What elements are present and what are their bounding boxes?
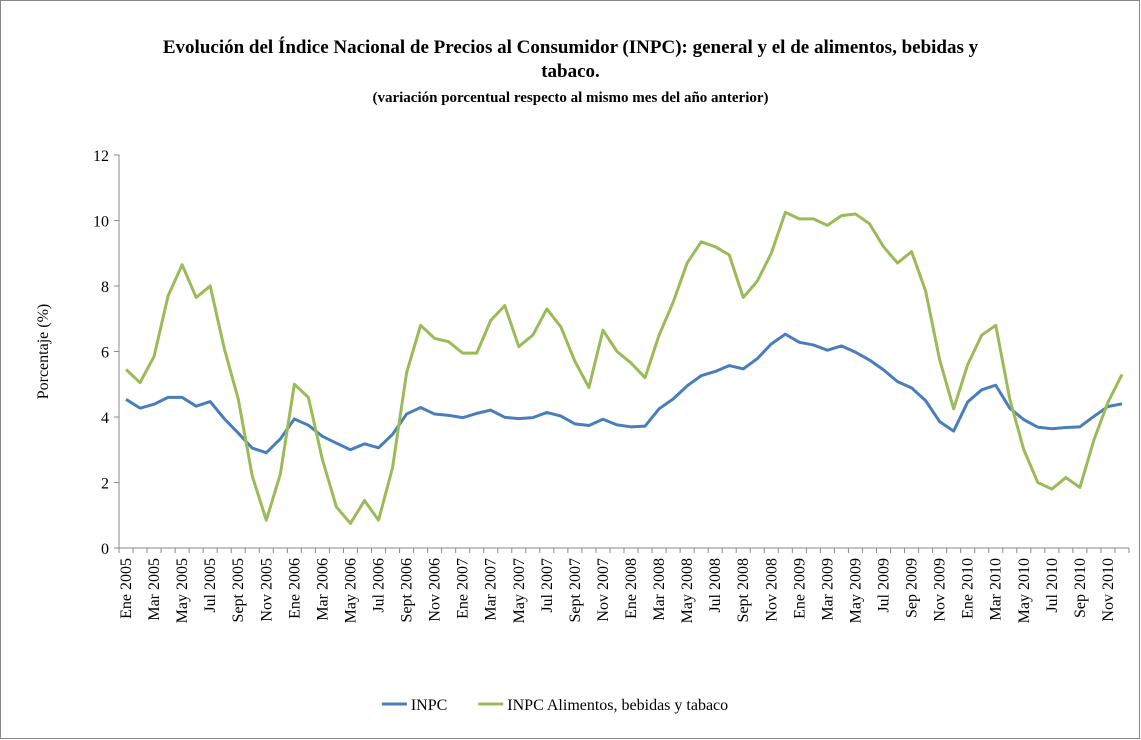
- x-tick-label: Sep 2009: [904, 558, 921, 618]
- y-tick-label: 12: [93, 148, 109, 165]
- y-tick-label: 0: [101, 541, 109, 558]
- y-tick-label: 8: [101, 279, 109, 296]
- x-tick-label: May 2008: [679, 558, 696, 623]
- x-tick-label: Ene 2005: [118, 558, 135, 619]
- series-line: [125, 332, 1123, 455]
- y-axis-label: Porcentaje (%): [35, 304, 52, 400]
- x-tick-label: Ene 2006: [286, 558, 303, 619]
- legend-label: INPC: [411, 697, 447, 714]
- chart-subtitle: (variación porcentual respecto al mismo …: [372, 90, 769, 106]
- y-tick-label: 6: [101, 345, 109, 362]
- x-tick-label: Jul 2009: [876, 558, 893, 613]
- x-tick-label: Nov 2008: [763, 558, 780, 622]
- x-tick-label: Jul 2007: [539, 558, 556, 613]
- x-tick-label: Jul 2006: [371, 558, 388, 613]
- x-tick-label: Nov 2010: [1100, 558, 1117, 622]
- x-tick-label: Jul 2010: [1044, 558, 1061, 613]
- series-line: [124, 210, 1124, 525]
- x-tick-label: May 2010: [1016, 558, 1033, 623]
- x-tick-label: Ene 2008: [623, 558, 640, 619]
- x-tick-label: Nov 2006: [427, 558, 444, 622]
- x-tick-label: Mar 2005: [146, 558, 163, 621]
- x-tick-label: Ene 2010: [960, 558, 977, 619]
- y-tick-label: 2: [101, 476, 109, 493]
- x-tick-label: May 2009: [847, 558, 864, 623]
- x-tick-label: Sept 2005: [230, 558, 247, 622]
- y-tick-label: 4: [101, 410, 109, 427]
- legend-label: INPC Alimentos, bebidas y tabaco: [507, 697, 728, 714]
- x-tick-label: Mar 2009: [819, 558, 836, 621]
- x-tick-label: Nov 2005: [258, 558, 275, 622]
- x-tick-label: Mar 2006: [314, 558, 331, 621]
- x-tick-label: May 2006: [342, 558, 359, 623]
- x-tick-label: May 2005: [174, 558, 191, 623]
- x-tick-label: Ene 2007: [455, 558, 472, 619]
- x-tick-label: Nov 2007: [595, 558, 612, 622]
- x-tick-label: Ene 2009: [791, 558, 808, 619]
- chart-title: Evolución del Índice Nacional de Precios…: [162, 37, 979, 82]
- x-tick-label: Sept 2007: [567, 558, 584, 622]
- x-tick-label: Sep 2010: [1072, 558, 1089, 618]
- x-tick-label: Mar 2010: [988, 558, 1005, 621]
- x-tick-label: Sept 2006: [399, 558, 416, 622]
- x-tick-label: Sept 2008: [735, 558, 752, 622]
- x-tick-label: May 2007: [511, 558, 528, 623]
- x-tick-label: Jul 2005: [202, 558, 219, 613]
- x-tick-label: Nov 2009: [932, 558, 949, 622]
- x-tick-label: Mar 2007: [483, 558, 500, 621]
- y-tick-label: 10: [93, 214, 109, 231]
- x-tick-label: Jul 2008: [707, 558, 724, 613]
- x-tick-label: Mar 2008: [651, 558, 668, 621]
